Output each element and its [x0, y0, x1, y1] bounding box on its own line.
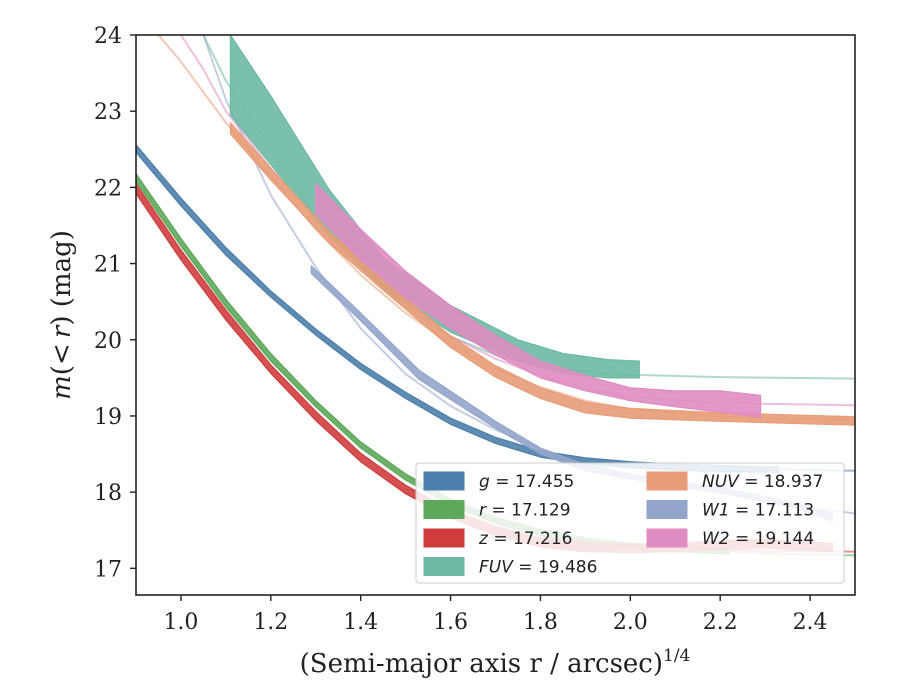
legend-label-3: FUV = 19.486 [479, 558, 597, 578]
legend-label-2: z = 17.216 [478, 529, 572, 549]
y-tick-label: 23 [94, 100, 122, 125]
y-tick-label: 22 [94, 176, 122, 201]
x-tick-label: 1.2 [253, 610, 288, 635]
legend-swatch-0 [423, 471, 465, 491]
plot-frame [135, 34, 856, 596]
legend-swatch-2 [423, 528, 465, 548]
y-tick-label: 20 [94, 329, 122, 354]
legend: g = 17.455 r = 17.129 z = 17.216 FUV = 19.4… [415, 462, 845, 584]
legend-label-4: NUV = 18.937 [702, 472, 823, 492]
legend-swatch-5 [646, 500, 688, 519]
x-tick-label: 2.4 [793, 610, 828, 635]
y-tick-label: 19 [94, 405, 122, 430]
x-tick-label: 1.6 [433, 610, 468, 635]
y-tick-label: 18 [94, 481, 122, 506]
y-tick-label: 17 [94, 557, 122, 582]
legend-swatch-4 [646, 471, 688, 491]
legend-label-0: g = 17.455 [479, 472, 574, 492]
legend-swatch-6 [646, 528, 688, 548]
y-axis-title: m(< r) (mag) [47, 230, 77, 400]
y-axis: 17 18 19 20 21 22 23 24 [94, 24, 136, 582]
x-tick-label: 2.0 [613, 610, 648, 635]
series-band-6 [315, 183, 762, 419]
legend-frame [415, 462, 845, 584]
series-band-4 [229, 122, 855, 426]
legend-swatch-3 [423, 557, 465, 576]
model-curve-5 [202, 35, 855, 515]
x-axis: 1.0 1.2 1.4 1.6 1.8 2.0 2.2 2.4 [163, 595, 828, 635]
y-tick-label: 21 [94, 253, 122, 278]
legend-label-6: W2 = 19.144 [702, 529, 814, 549]
x-tick-label: 1.0 [163, 610, 198, 635]
legend-label-1: r = 17.129 [479, 501, 571, 521]
legend-swatch-1 [423, 500, 465, 519]
x-tick-label: 2.2 [703, 610, 738, 635]
y-tick-label: 24 [94, 24, 122, 49]
legend-label-5: W1 = 17.113 [702, 501, 814, 521]
x-axis-title: (Semi-major axis r / arcsec)1/4 [300, 646, 691, 679]
x-tick-label: 1.4 [343, 610, 378, 635]
x-tick-label: 1.8 [523, 610, 558, 635]
